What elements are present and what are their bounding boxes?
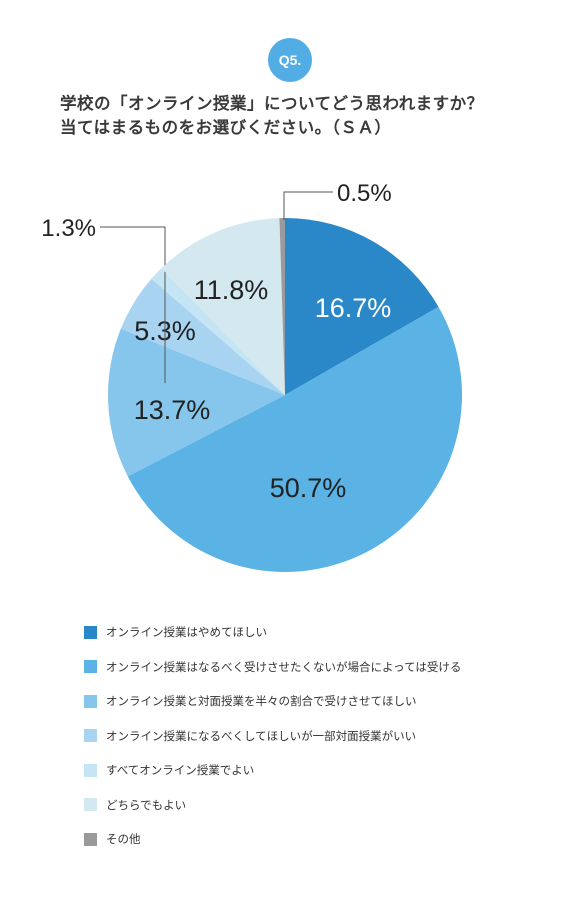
data-label: 13.7%: [134, 395, 211, 425]
data-label: 11.8%: [194, 275, 269, 305]
legend-swatch: [84, 763, 97, 777]
legend-item: どちらでもよい: [84, 788, 461, 823]
pie-slice: [161, 218, 285, 395]
data-label: 16.7%: [315, 293, 392, 323]
pie-slice: [120, 278, 285, 395]
legend-label: どちらでもよい: [106, 797, 187, 812]
legend-label: オンライン授業と対面授業を半々の割合で受けさせてほしい: [106, 694, 417, 709]
legend-item: オンライン授業はなるべく受けさせたくないが場合によっては受ける: [84, 650, 461, 685]
legend-item: オンライン授業になるべくしてほしいが一部対面授業がいい: [84, 719, 461, 754]
pie-slice: [279, 218, 285, 395]
legend-label: オンライン授業になるべくしてほしいが一部対面授業がいい: [106, 728, 417, 743]
data-label: 1.3%: [41, 215, 96, 242]
pie-slice: [285, 218, 439, 395]
question-number-badge: Q5.: [268, 38, 312, 82]
legend-swatch: [84, 625, 97, 639]
chart-legend: オンライン授業はやめてほしいオンライン授業はなるべく受けさせたくないが場合によっ…: [84, 615, 461, 857]
data-label: 0.5%: [337, 180, 392, 207]
pie-slice: [107, 328, 285, 477]
callout-line: [283, 191, 333, 220]
legend-swatch: [84, 694, 97, 708]
legend-label: その他: [106, 832, 141, 847]
question-title-line-1: 学校の「オンライン授業」についてどう思われますか？: [60, 94, 484, 113]
pie-slice: [151, 268, 285, 395]
question-title-line-2: 当てはまるものをお選びください。（ＳＡ）: [60, 118, 392, 137]
legend-swatch: [84, 832, 97, 846]
legend-label: すべてオンライン授業でよい: [106, 763, 255, 778]
legend-label: オンライン授業はやめてほしい: [106, 625, 267, 640]
legend-item: オンライン授業はやめてほしい: [84, 615, 461, 650]
pie-chart: 16.7%50.7%13.7%5.3%1.3%11.8%0.5%: [41, 180, 462, 572]
legend-item: すべてオンライン授業でよい: [84, 753, 461, 788]
legend-label: オンライン授業はなるべく受けさせたくないが場合によっては受ける: [106, 659, 462, 674]
data-label: 50.7%: [270, 473, 347, 503]
pie-slice: [127, 306, 462, 572]
legend-swatch: [84, 729, 97, 743]
callout-line: [100, 226, 166, 383]
legend-swatch: [84, 798, 97, 812]
legend-swatch: [84, 660, 97, 674]
question-title: 学校の「オンライン授業」についてどう思われますか？ 当てはまるものをお選びくださ…: [60, 92, 520, 140]
legend-item: オンライン授業と対面授業を半々の割合で受けさせてほしい: [84, 684, 461, 719]
legend-item: その他: [84, 822, 461, 857]
